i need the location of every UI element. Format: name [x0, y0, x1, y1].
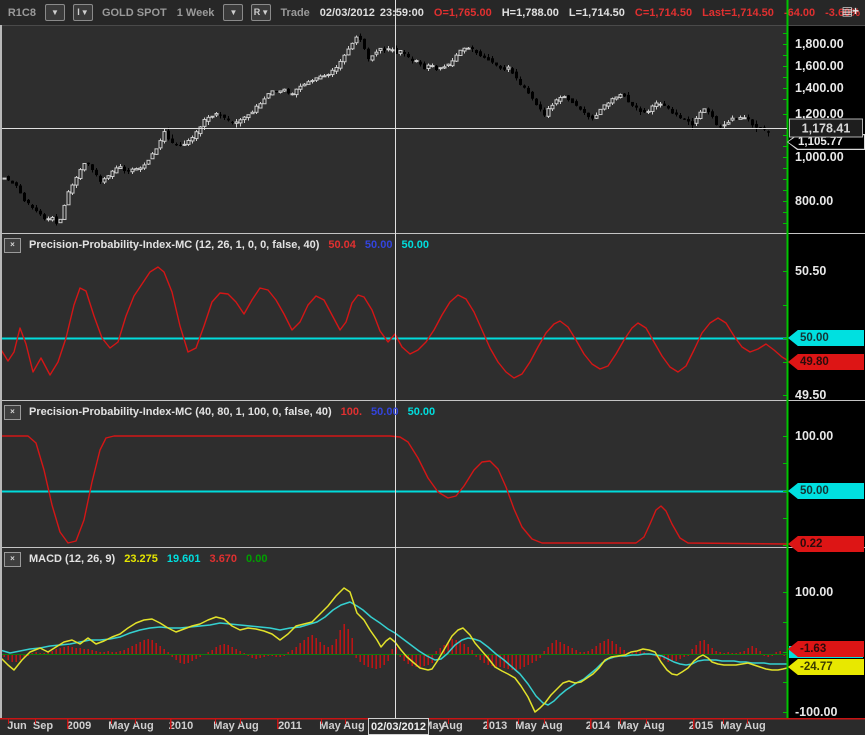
time-axis-label: 2009	[66, 720, 92, 732]
time-axis-label: Aug	[541, 720, 563, 732]
time-axis-label: Aug	[343, 720, 365, 732]
time-axis-label: Aug	[643, 720, 665, 732]
time-axis-label: 2015	[688, 720, 714, 732]
quote-readouts: O=1,765.00 H=1,788.00 L=1,714.50 C=1,714.50…	[429, 7, 865, 19]
timeframe-label: 1 Week	[176, 6, 215, 19]
time-axis-label: 2010	[168, 720, 194, 732]
workspace-cell-label: R1C8	[7, 6, 36, 19]
time-axis-label: May	[319, 720, 341, 732]
time-axis-label: 2014	[585, 720, 611, 732]
time-axis-label: Sep	[32, 720, 54, 732]
symbol-dropdown-button[interactable]: ▼	[44, 4, 65, 21]
time-axis-label: Aug	[441, 720, 463, 732]
time-axis-label: May	[213, 720, 235, 732]
instrument-label: GOLD SPOT	[101, 6, 167, 19]
time-axis-label: May	[108, 720, 130, 732]
time-axis-label: May	[515, 720, 537, 732]
cursor-date: 02/03/2012	[319, 6, 375, 19]
time-axis-label: 2013	[482, 720, 508, 732]
time-axis-label: Jun	[7, 720, 27, 732]
crosshair-date-label: 02/03/2012	[368, 718, 429, 735]
close-icon[interactable]: ×	[4, 237, 21, 253]
toolbar: R1C8 ▼ I ▼ GOLD SPOT 1 Week ▼ R ▼ Trade 02…	[0, 0, 865, 25]
cursor-time: 23:59:00	[379, 6, 424, 19]
resolution-dropdown-button[interactable]: R ▼	[251, 4, 272, 21]
quote-value: -3.60%	[825, 6, 860, 19]
quote-value: Last=1,714.50	[702, 6, 774, 19]
quote-value: H=1,788.00	[501, 6, 559, 19]
close-icon[interactable]: ×	[4, 551, 21, 567]
quote-value: L=1,714.50	[568, 6, 625, 19]
quote-value: -64.00	[783, 6, 816, 19]
time-axis-label: Aug	[132, 720, 154, 732]
close-icon[interactable]: ×	[4, 404, 21, 420]
interval-dropdown-button[interactable]: I ▼	[72, 4, 93, 21]
time-axis-label: May	[720, 720, 742, 732]
quote-value: O=1,765.00	[433, 6, 492, 19]
time-axis[interactable]: Jun Sep 2009 May Aug 2010 May Aug 2011 May Aug May A…	[0, 719, 865, 735]
trade-label: Trade	[280, 6, 310, 19]
time-axis-label: Aug	[744, 720, 766, 732]
data-window-icon[interactable]: ▤+	[841, 4, 859, 18]
quote-value: C=1,714.50	[634, 6, 693, 19]
time-axis-label: May	[617, 720, 639, 732]
timeframe-dropdown-button[interactable]: ▼	[223, 4, 244, 21]
time-axis-label: Aug	[237, 720, 259, 732]
time-axis-label: 2011	[278, 720, 302, 732]
